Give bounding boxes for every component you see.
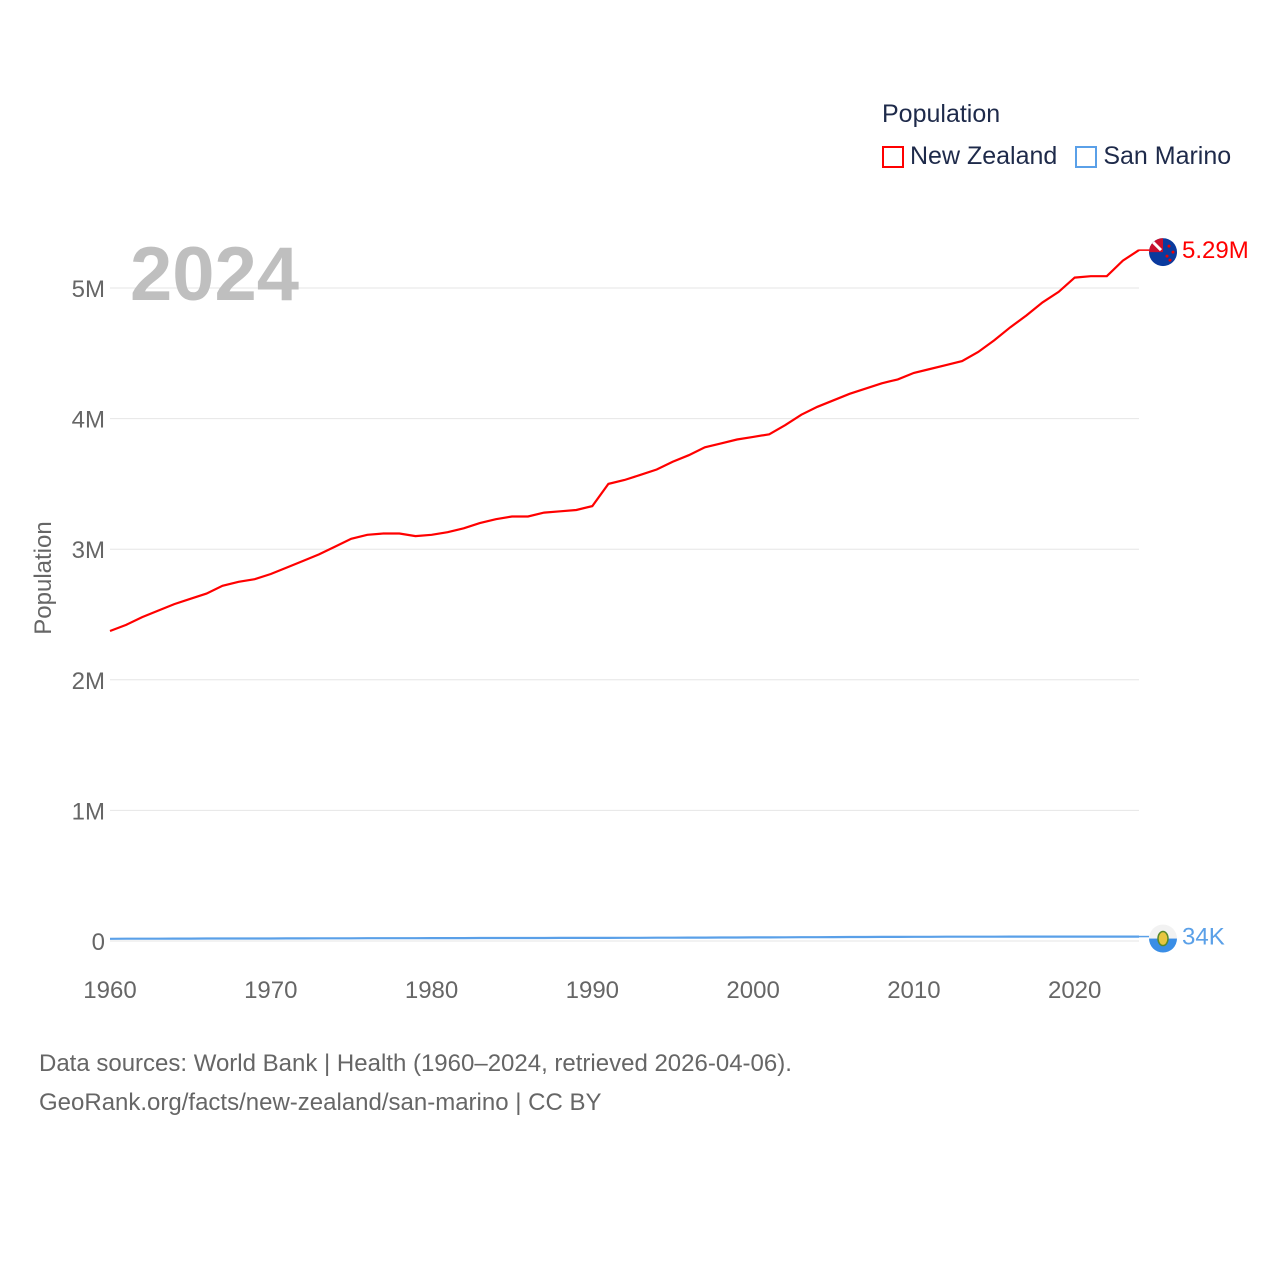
flag-emblem <box>1157 930 1169 947</box>
x-tick-label: 2020 <box>1048 977 1101 1004</box>
source-line: Data sources: World Bank | Health (1960–… <box>39 1050 792 1077</box>
new-zealand-flag-icon <box>1149 238 1177 267</box>
y-tick-label: 0 <box>92 929 105 956</box>
san-marino-flag-icon <box>1149 924 1177 953</box>
y-tick-label: 5M <box>72 276 105 303</box>
x-tick-label: 1980 <box>405 977 458 1004</box>
legend-item-san-marino[interactable]: San Marino <box>1075 142 1231 171</box>
flag-body <box>1149 238 1177 267</box>
flag-star <box>1167 244 1171 248</box>
source-link[interactable]: GeoRank.org/facts/new-zealand/san-marino… <box>39 1089 602 1116</box>
gridlines <box>110 287 1139 942</box>
source-note: Data sources: World Bank | Health (1960–… <box>39 1044 792 1122</box>
series-line-san-marino <box>109 935 1139 940</box>
end-label-new-zealand: 5.29M <box>1182 237 1249 264</box>
x-tick-label: 2010 <box>887 977 940 1004</box>
x-tick-label: 2000 <box>726 977 779 1004</box>
x-tick-label: 1960 <box>83 977 136 1004</box>
x-axis-ticks: 1960 1970 1980 1990 2000 2010 2020 <box>83 977 1101 1004</box>
flag-star <box>1168 258 1172 262</box>
legend-title: Population <box>882 100 1001 128</box>
year-watermark: 2024 <box>130 232 299 317</box>
legend-label: New Zealand <box>910 142 1058 170</box>
legend-item-new-zealand[interactable]: New Zealand <box>882 142 1057 171</box>
x-tick-label: 1970 <box>244 977 297 1004</box>
y-tick-label: 1M <box>72 798 105 825</box>
legend: New Zealand San Marino <box>882 142 1231 171</box>
y-tick-label: 4M <box>72 407 105 434</box>
legend-label: San Marino <box>1103 142 1232 170</box>
y-tick-label: 3M <box>72 537 105 564</box>
flag-body <box>1149 924 1177 953</box>
series-lines: 5.29M 34K <box>109 237 1249 953</box>
legend-swatch-new-zealand <box>882 145 904 168</box>
flag-star <box>1171 250 1175 254</box>
y-tick-label: 2M <box>72 668 105 695</box>
end-label-san-marino: 34K <box>1182 924 1225 951</box>
y-axis-ticks: 0 1M 2M 3M 4M 5M <box>72 276 105 956</box>
y-axis-label: Population <box>30 521 57 634</box>
series-line-new-zealand <box>109 249 1140 633</box>
x-tick-label: 1990 <box>566 977 619 1004</box>
flag-star <box>1165 254 1169 258</box>
legend-swatch-san-marino <box>1075 145 1098 168</box>
